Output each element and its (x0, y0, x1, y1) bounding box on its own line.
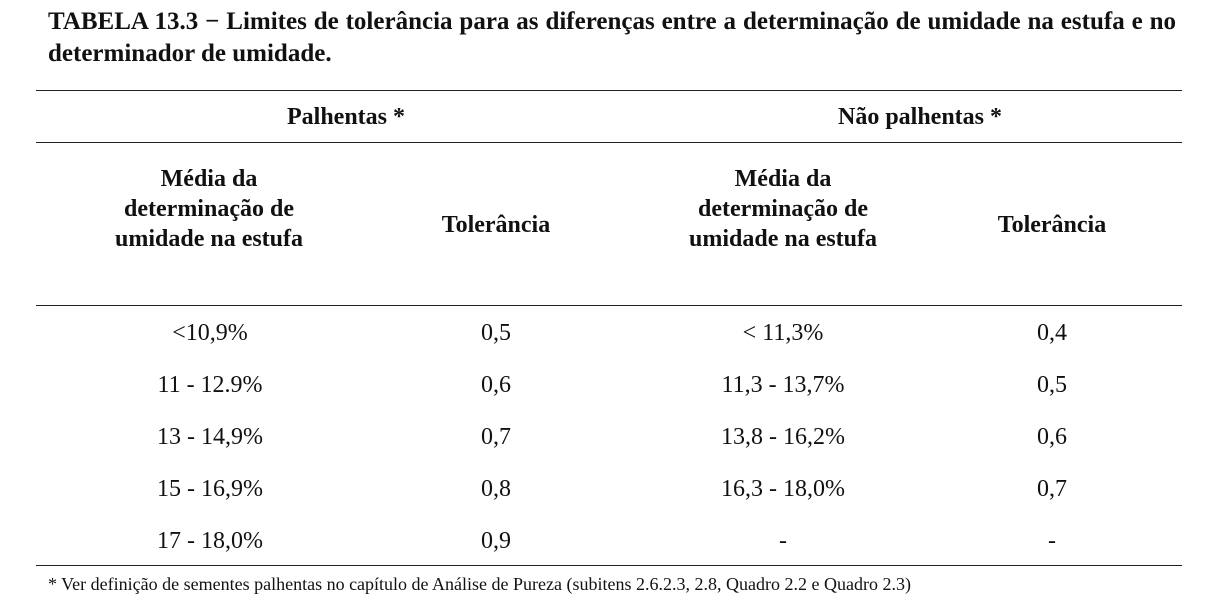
media-palhentas-cell: 15 - 16,9% (157, 476, 263, 502)
media-nao-palhentas-cell: 16,3 - 18,0% (721, 476, 845, 502)
tolerancia-palhentas-cell: 0,6 (481, 372, 511, 398)
tolerancia-nao-palhentas-cell: 0,4 (1037, 320, 1067, 346)
footnote: * Ver definição de sementes palhentas no… (48, 574, 911, 594)
top-rule (36, 90, 1182, 91)
table-caption: TABELA 13.3 − Limites de tolerância para… (48, 8, 1176, 67)
tolerancia-nao-palhentas-cell: 0,5 (1037, 372, 1067, 398)
media-nao-palhentas-cell: - (779, 528, 787, 554)
header-rule (36, 305, 1182, 306)
tolerancia-palhentas-cell: 0,8 (481, 476, 511, 502)
media-palhentas-cell: 11 - 12.9% (157, 372, 263, 398)
media-nao-palhentas-cell: < 11,3% (742, 320, 824, 346)
media-nao-palhentas-cell: 11,3 - 13,7% (721, 372, 845, 398)
tolerancia-nao-palhentas-cell: 0,6 (1037, 424, 1067, 450)
tolerancia-nao-palhentas-cell: 0,7 (1037, 476, 1067, 502)
group-header-palhentas: Palhentas * (286, 104, 405, 130)
column-header-media-palhentas: Média da determinação de umidade na estu… (114, 166, 304, 252)
tolerancia-palhentas-cell: 0,5 (481, 320, 511, 346)
media-palhentas-cell: 17 - 18,0% (157, 528, 263, 554)
media-palhentas-cell: <10,9% (172, 320, 248, 346)
group-rule (36, 142, 1182, 143)
tolerancia-nao-palhentas-cell: - (1048, 528, 1056, 554)
column-header-tolerancia-nao-palhentas: Tolerância (997, 212, 1107, 238)
bottom-rule (36, 565, 1182, 566)
group-header-nao-palhentas: Não palhentas * (837, 104, 1003, 130)
column-header-media-nao-palhentas: Média da determinação de umidade na estu… (688, 166, 878, 252)
media-nao-palhentas-cell: 13,8 - 16,2% (721, 424, 845, 450)
media-palhentas-cell: 13 - 14,9% (157, 424, 263, 450)
tolerancia-palhentas-cell: 0,7 (481, 424, 511, 450)
tolerancia-palhentas-cell: 0,9 (481, 528, 511, 554)
column-header-tolerancia-palhentas: Tolerância (441, 212, 551, 238)
